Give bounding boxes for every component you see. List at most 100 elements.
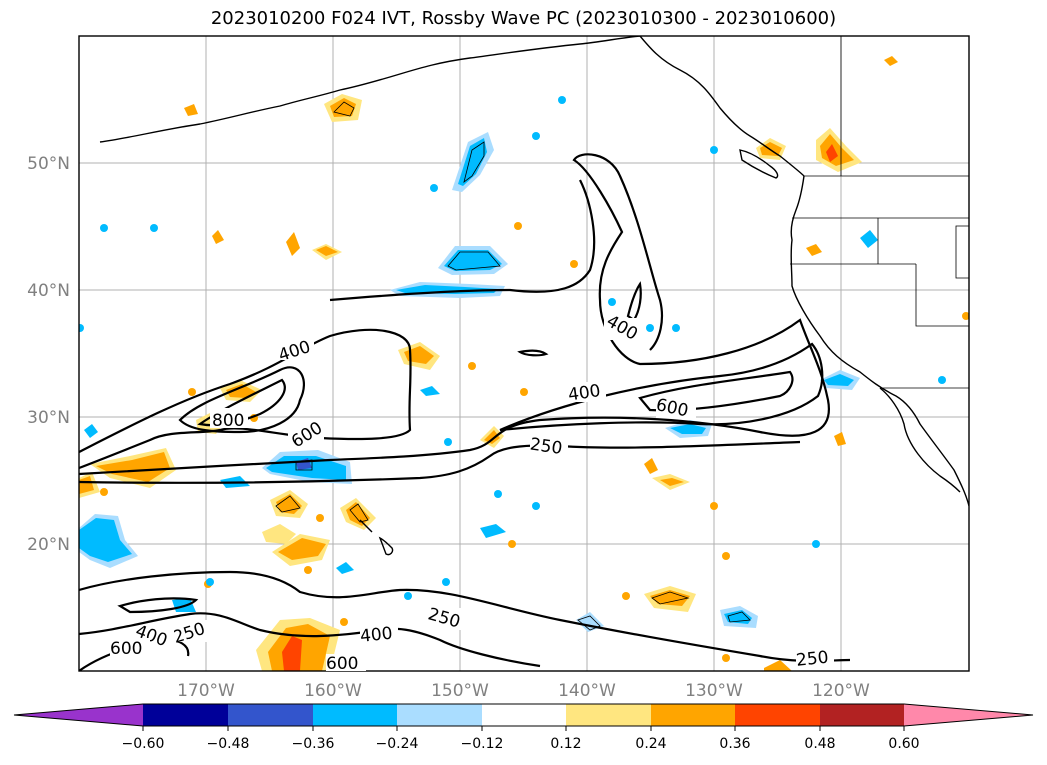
colorbar-tick-label: 0.60 bbox=[888, 736, 919, 752]
neg-dot bbox=[532, 132, 540, 140]
pos-dot bbox=[722, 552, 730, 560]
neg-dot bbox=[646, 324, 654, 332]
neg-dot bbox=[150, 224, 158, 232]
ivt-contour-250-sw bbox=[79, 570, 851, 663]
neg-dot bbox=[444, 438, 452, 446]
neg-anomaly bbox=[79, 518, 132, 562]
neg-dot bbox=[812, 540, 820, 548]
pos-anomaly bbox=[806, 244, 822, 256]
pc-anomaly-dots bbox=[79, 96, 969, 662]
pos-anomaly bbox=[262, 524, 296, 544]
neg-dot bbox=[608, 298, 616, 306]
colorbar-bin bbox=[820, 704, 904, 726]
pos-dot bbox=[514, 222, 522, 230]
border-az bbox=[955, 225, 969, 279]
coastlines bbox=[99, 36, 969, 556]
neg-anomaly bbox=[420, 386, 440, 396]
pos-anomaly bbox=[316, 246, 338, 256]
neg-anomaly bbox=[84, 424, 98, 438]
ivt-contour-600 bbox=[178, 366, 305, 434]
pos-anomaly bbox=[826, 144, 838, 162]
anomaly-outline bbox=[295, 459, 313, 471]
ivt-contour-250 bbox=[79, 153, 830, 476]
colorbar-tick-label: 0.12 bbox=[550, 736, 581, 752]
neg-dot bbox=[672, 324, 680, 332]
pos-anomaly bbox=[650, 590, 690, 606]
colorbar-tick-label: −0.24 bbox=[376, 736, 419, 752]
colorbar-tick-label: −0.36 bbox=[292, 736, 335, 752]
colorbar-tick-label: −0.48 bbox=[207, 736, 250, 752]
colorbar-tick-label: −0.12 bbox=[461, 736, 504, 752]
neg-anomaly bbox=[480, 524, 506, 538]
colorbar-tick-label: −0.60 bbox=[122, 736, 165, 752]
anomaly-outline bbox=[651, 591, 690, 605]
neg-dot bbox=[938, 376, 946, 384]
ivt-contour-400-east bbox=[499, 342, 824, 432]
pos-dot bbox=[100, 488, 108, 496]
lon-labels: 170°W 160°W 150°W 140°W 130°W 120°W bbox=[177, 681, 870, 701]
pos-anomaly bbox=[660, 478, 684, 486]
border-ca-nv bbox=[915, 264, 969, 327]
colorbar-extend-high bbox=[904, 704, 1033, 726]
ivt-contour-400 bbox=[79, 328, 412, 470]
pos-dot bbox=[468, 362, 476, 370]
alaska-coast bbox=[99, 36, 641, 143]
neg-anomaly bbox=[670, 424, 706, 434]
ivt-contour-250-south bbox=[79, 440, 801, 484]
neg-dot bbox=[710, 146, 718, 154]
neg-dot bbox=[494, 490, 502, 498]
lon-label: 120°W bbox=[812, 681, 870, 701]
contour-label: 800 bbox=[212, 411, 244, 431]
lon-label: 140°W bbox=[558, 681, 616, 701]
neg-dot bbox=[442, 578, 450, 586]
lat-label: 20°N bbox=[27, 535, 70, 555]
colorbar: −0.60 −0.48 −0.36 −0.24 −0.12 0.12 0.24 … bbox=[13, 703, 1034, 752]
neg-anomaly bbox=[824, 374, 854, 386]
ivt-contour-small bbox=[117, 597, 199, 614]
anomaly-outline bbox=[333, 101, 355, 117]
pos-dot bbox=[622, 592, 630, 600]
lat-label: 40°N bbox=[27, 281, 70, 301]
ivt-contour-small bbox=[517, 349, 549, 357]
anomaly-outline bbox=[463, 141, 485, 183]
pos-anomaly bbox=[286, 232, 300, 256]
ivt-contour-600-east bbox=[638, 370, 794, 412]
alaska-coast bbox=[639, 36, 805, 177]
pos-anomaly bbox=[764, 660, 792, 671]
map-title: 2023010200 F024 IVT, Rossby Wave PC (202… bbox=[210, 8, 837, 29]
hawaii bbox=[359, 519, 373, 533]
ivt-contour-400-north bbox=[329, 179, 596, 302]
colorbar-tick-label: 0.24 bbox=[635, 736, 666, 752]
pos-dot bbox=[520, 388, 528, 396]
pos-dot bbox=[962, 312, 969, 320]
pc-anomaly-outlines bbox=[275, 101, 751, 631]
vancouver-island bbox=[739, 149, 779, 179]
lat-label: 50°N bbox=[27, 154, 70, 174]
lat-label: 30°N bbox=[27, 408, 70, 428]
neg-dot bbox=[206, 578, 214, 586]
political-borders bbox=[790, 36, 969, 389]
pos-dot bbox=[722, 654, 730, 662]
neg-dot bbox=[558, 96, 566, 104]
pos-anomaly bbox=[834, 432, 846, 446]
anomaly-outline bbox=[727, 611, 751, 623]
colorbar-tick-label: 0.48 bbox=[804, 736, 835, 752]
anomaly-outline bbox=[275, 495, 301, 513]
pos-anomaly bbox=[226, 384, 256, 398]
colorbar-bin bbox=[482, 704, 566, 726]
colorbar-bin bbox=[228, 704, 313, 726]
pos-anomaly bbox=[212, 230, 224, 244]
contour-label: 400 bbox=[359, 624, 393, 647]
neg-dot bbox=[532, 502, 540, 510]
lon-label: 150°W bbox=[431, 681, 489, 701]
colorbar-bin bbox=[735, 704, 820, 726]
contour-label: 600 bbox=[110, 639, 142, 659]
anomaly-outline bbox=[349, 503, 369, 523]
colorbar-bin bbox=[313, 704, 397, 726]
pos-anomaly bbox=[282, 636, 302, 671]
neg-anomaly bbox=[860, 230, 878, 248]
ivt-contour-lobe bbox=[626, 281, 642, 322]
lat-labels: 50°N 40°N 30°N 20°N bbox=[27, 154, 70, 555]
pos-anomaly bbox=[884, 56, 898, 66]
contour-label: 400 bbox=[567, 381, 602, 405]
